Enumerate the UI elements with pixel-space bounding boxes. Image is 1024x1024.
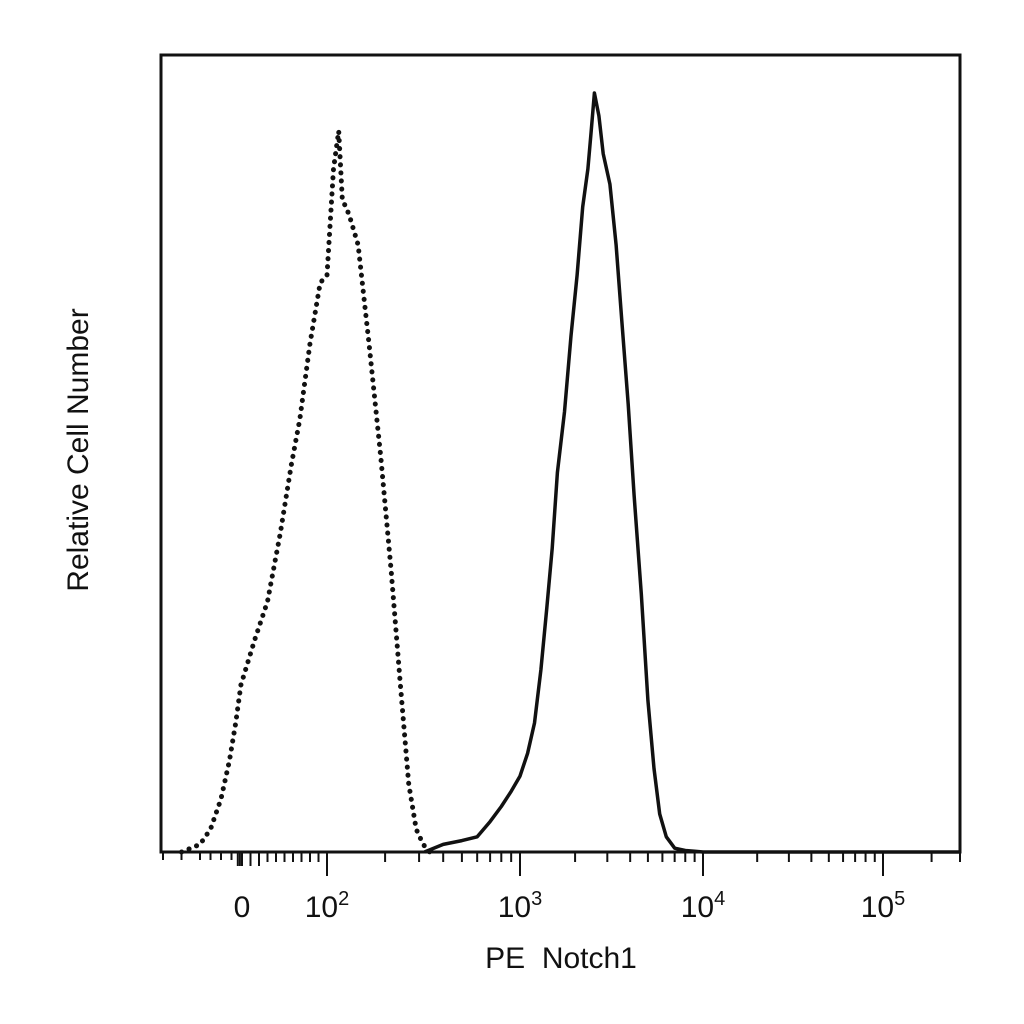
- x-axis-ticks: [162, 852, 961, 876]
- y-axis-label: Relative Cell Number: [62, 308, 95, 591]
- x-tick-label: 105: [861, 888, 906, 924]
- x-axis-tick-labels: 0 102 103 104 105: [234, 888, 906, 924]
- notch1-histogram-line: [423, 91, 960, 854]
- x-tick-label: 0: [234, 891, 251, 924]
- histogram-series: [179, 91, 960, 855]
- plot-frame: [159, 53, 962, 854]
- x-axis-label: PE Notch1: [485, 942, 637, 975]
- x-tick-label: 104: [681, 888, 726, 924]
- control-histogram-line: [179, 128, 433, 855]
- x-tick-label: 102: [305, 888, 350, 924]
- x-tick-label: 103: [498, 888, 543, 924]
